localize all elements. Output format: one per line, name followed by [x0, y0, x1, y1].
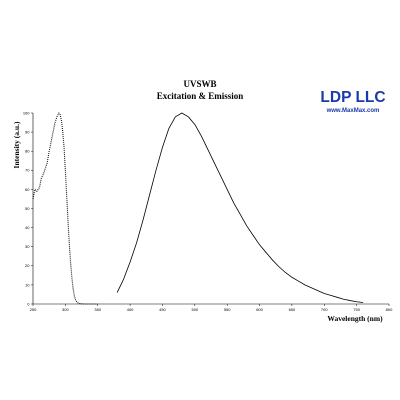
x-tick-label: 400: [127, 307, 134, 312]
y-tick-label: 60: [25, 187, 30, 192]
logo-url: www.MaxMax.com: [326, 108, 380, 114]
ldp-logo: LDP LLC www.MaxMax.com: [320, 89, 385, 114]
x-axis-label: Wavelength (nm): [327, 314, 383, 323]
x-tick-label: 750: [353, 307, 360, 312]
chart-title-line-2: Excitation & Emission: [157, 91, 244, 101]
excitation-series-line: [32, 112, 98, 305]
chart-plot-area: [32, 112, 364, 305]
chart-title-line-1: UVSWB: [183, 79, 216, 89]
x-tick-label: 300: [62, 307, 69, 312]
y-tick-label: 20: [25, 263, 30, 268]
y-tick-label: 0: [27, 301, 30, 306]
x-tick-label: 650: [289, 307, 296, 312]
chart-axes: 250 300 350 400 450 500 550 600 650 700 750 800 0 10 2…: [23, 110, 393, 312]
x-tick-label: 600: [256, 307, 263, 312]
x-tick-label: 350: [94, 307, 101, 312]
y-tick-label: 70: [25, 168, 30, 173]
y-tick-label: 10: [25, 282, 30, 287]
y-tick-label: 50: [25, 206, 30, 211]
y-tick-label: 30: [25, 244, 30, 249]
x-tick-label: 500: [191, 307, 198, 312]
x-tick-label: 700: [321, 307, 328, 312]
emission-series-line: [116, 112, 364, 303]
x-tick-label: 800: [386, 307, 393, 312]
y-tick-label: 90: [25, 130, 30, 135]
x-tick-label: 450: [159, 307, 166, 312]
y-axis-label: Intensity (a.u.): [12, 121, 21, 168]
y-tick-label: 80: [25, 149, 30, 154]
x-tick-label: 250: [30, 307, 37, 312]
x-tick-label: 550: [224, 307, 231, 312]
y-tick-label: 100: [23, 110, 30, 115]
logo-name: LDP LLC: [320, 89, 385, 106]
y-tick-label: 40: [25, 225, 30, 230]
